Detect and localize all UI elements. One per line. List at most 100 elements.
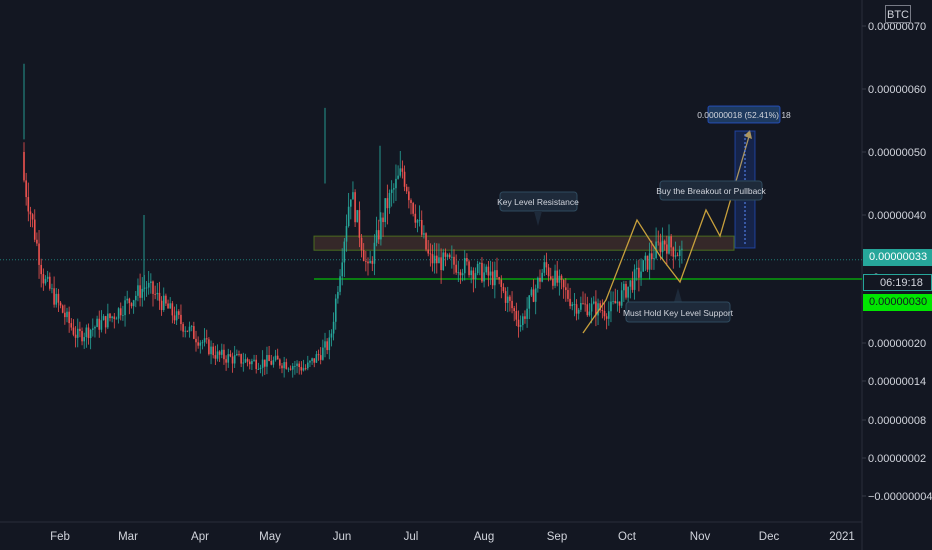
time-tick-label: May: [259, 531, 281, 543]
candle-body: [569, 298, 571, 307]
candle-body: [180, 314, 182, 325]
candle-body: [266, 355, 268, 367]
candle-body: [190, 326, 193, 327]
candle-body: [197, 342, 199, 346]
candle-body: [264, 359, 266, 367]
candle-body: [74, 334, 77, 338]
candle-body: [343, 241, 346, 263]
candle-body: [158, 292, 161, 301]
candle-body: [154, 293, 156, 295]
time-axis[interactable]: Feb Mar Apr May Jun Jul Aug Sep Oct Nov Dec 2021: [50, 531, 855, 543]
candle-body: [298, 363, 300, 368]
candle-body: [203, 338, 206, 343]
candle-body: [483, 272, 485, 282]
candle-body: [242, 362, 245, 364]
time-tick-label: Dec: [759, 531, 780, 543]
candle-body: [440, 257, 442, 271]
candle-body: [23, 152, 25, 181]
candle-body: [328, 337, 331, 351]
candle-body: [281, 365, 283, 369]
candle-body: [629, 280, 632, 287]
projection-path[interactable]: [582, 132, 751, 334]
candle-body: [519, 325, 522, 327]
candle-body: [481, 262, 483, 282]
candle-body: [399, 168, 402, 176]
candle-body: [201, 342, 204, 344]
candle-body: [184, 330, 187, 332]
candle-body: [666, 244, 668, 254]
candle-body: [371, 260, 374, 264]
price-axis[interactable]: 0.00000070 0.00000060 0.00000050 0.00000040…: [862, 21, 932, 503]
candle-body: [272, 360, 275, 365]
measure-callout[interactable]: 0.00000018 (52.41%) 18: [697, 105, 791, 124]
candle-body: [575, 304, 578, 314]
candle-body: [532, 289, 535, 302]
candle-body: [128, 298, 131, 304]
candle-body: [453, 256, 455, 265]
candle-body: [169, 303, 171, 309]
candle-body: [388, 192, 391, 209]
time-tick-label: Feb: [50, 531, 70, 543]
breakout-callout[interactable]: Buy the Breakout or Pullback: [656, 180, 767, 201]
support-callout[interactable]: Must Hold Key Level Support: [623, 288, 734, 323]
candle-body: [678, 249, 681, 256]
candle-body: [279, 359, 281, 366]
candle-body: [255, 359, 257, 370]
candle-body: [558, 275, 561, 283]
candle-body: [577, 309, 580, 314]
candle-body: [38, 243, 40, 265]
candle-body: [307, 362, 309, 369]
candle-body: [635, 267, 638, 270]
support-callout-pointer: [674, 288, 682, 302]
candle-body: [590, 303, 593, 312]
candle-body: [427, 249, 429, 254]
candle-body: [511, 300, 513, 309]
candle-body: [79, 328, 81, 332]
candle-body: [66, 311, 68, 318]
resistance-callout[interactable]: Key Level Resistance: [497, 191, 579, 226]
candle-body: [294, 365, 296, 367]
projection-arrowhead: [744, 130, 752, 139]
candle-body: [489, 271, 492, 276]
price-tick-label: 0.00000060: [868, 84, 926, 96]
candle-body: [534, 288, 537, 302]
candle-body: [44, 278, 47, 284]
candle-body: [238, 353, 240, 355]
candle-body: [377, 230, 380, 240]
candle-body: [524, 316, 526, 319]
breakout-callout-box: [659, 180, 763, 201]
candle-body: [253, 359, 255, 361]
candle-body: [171, 303, 174, 316]
price-tick-label: 0.00000002: [868, 453, 926, 465]
candle-body: [672, 247, 675, 257]
time-tick-label: Aug: [474, 531, 494, 543]
candle-body: [657, 241, 660, 243]
candle-body: [485, 266, 488, 273]
candle-body: [236, 353, 238, 356]
candle-body: [119, 308, 122, 316]
candle-body: [92, 328, 94, 330]
candle-body: [612, 300, 614, 302]
candle-body: [614, 300, 617, 304]
candle-body: [494, 270, 496, 286]
candle-body: [100, 320, 103, 330]
symbol-badge[interactable]: BTC: [885, 5, 911, 23]
candle-body: [46, 276, 49, 279]
candle-body: [302, 368, 305, 371]
candle-body: [408, 191, 410, 201]
resistance-callout-pointer: [534, 211, 542, 226]
candle-body: [246, 359, 249, 362]
candle-body: [317, 354, 320, 356]
candle-body: [573, 304, 576, 306]
candle-body: [31, 214, 34, 220]
time-tick-label: 2021: [829, 531, 855, 543]
candle-body: [451, 256, 453, 258]
candle-body: [96, 318, 98, 327]
candle-body: [543, 262, 546, 273]
candle-body: [358, 210, 361, 238]
candle-body: [326, 341, 328, 351]
candle-body: [195, 338, 197, 343]
candle-body: [61, 305, 64, 313]
candle-body: [214, 355, 217, 359]
